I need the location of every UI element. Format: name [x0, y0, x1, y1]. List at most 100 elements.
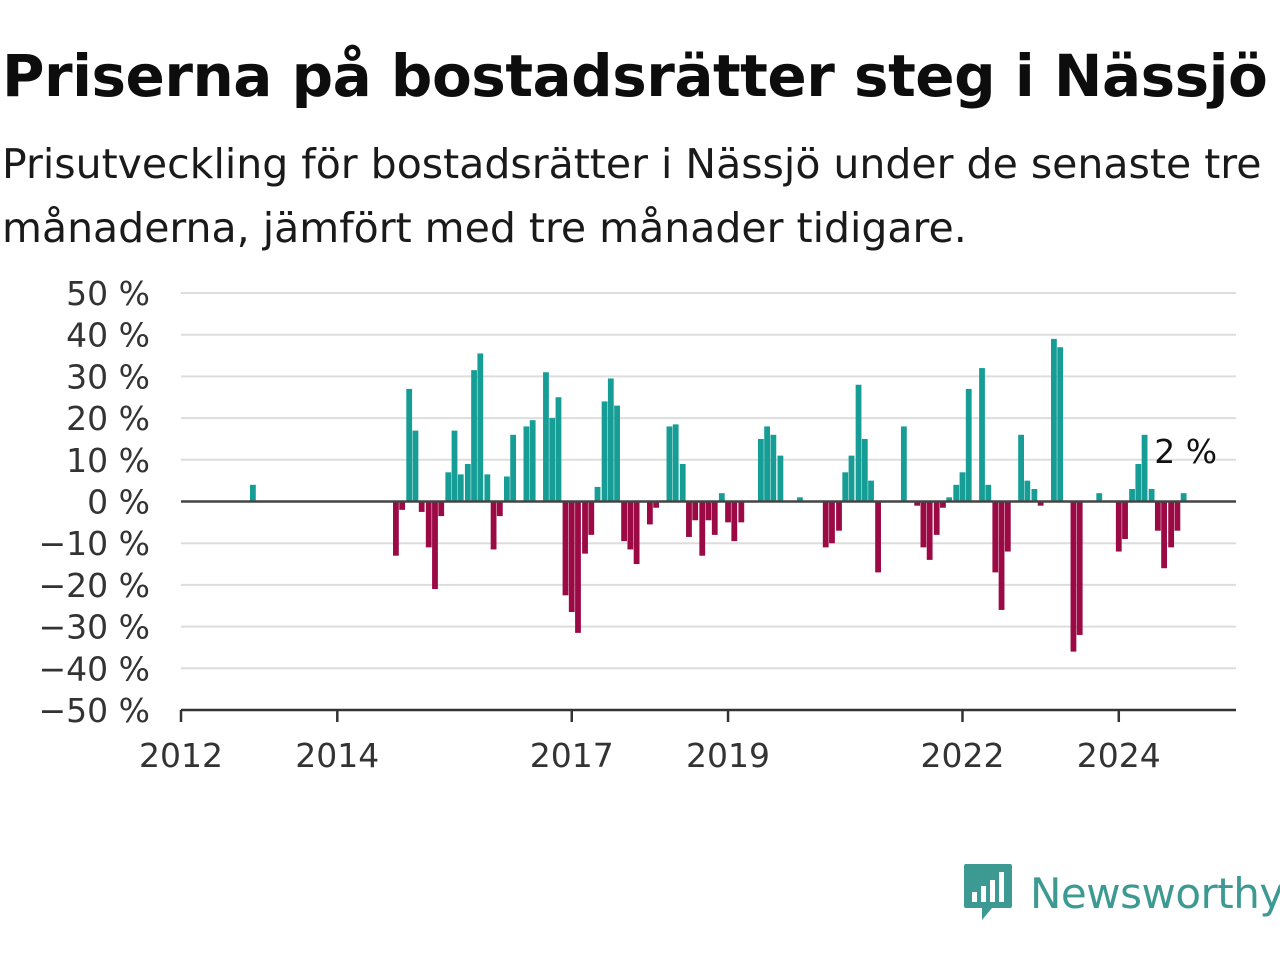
- bar: [848, 455, 855, 502]
- y-tick-label: −50 %: [39, 691, 151, 730]
- bar: [601, 401, 608, 502]
- newsworthy-logo: Newsworthy: [962, 862, 1280, 924]
- y-tick-label: −10 %: [39, 524, 151, 563]
- bar: [627, 501, 634, 550]
- newsworthy-bar-chart-icon: [964, 864, 1012, 920]
- bar: [1168, 501, 1175, 548]
- x-tick-label: 2012: [139, 736, 223, 775]
- bar: [568, 501, 575, 612]
- bar: [1129, 488, 1135, 502]
- bar: [920, 501, 927, 548]
- bar: [575, 501, 581, 633]
- bar: [425, 501, 432, 548]
- y-tick-label: 30 %: [66, 357, 150, 396]
- bar: [926, 501, 933, 560]
- bar: [797, 497, 803, 502]
- bar: [406, 388, 413, 502]
- x-tick-label: 2024: [1077, 736, 1161, 775]
- bar: [621, 501, 627, 542]
- bar: [855, 384, 862, 502]
- bar: [549, 418, 556, 502]
- bar: [1018, 434, 1024, 502]
- bar: [464, 463, 471, 502]
- bar: [496, 501, 503, 517]
- bar: [457, 474, 464, 502]
- bar: [1161, 501, 1167, 569]
- bar: [1141, 434, 1148, 502]
- y-tick-label: 20 %: [66, 399, 150, 438]
- bar: [555, 397, 562, 502]
- bar: [666, 426, 673, 502]
- bar: [965, 388, 972, 502]
- bar: [633, 501, 640, 565]
- bar: [451, 430, 458, 502]
- x-tick-label: 2022: [920, 736, 1004, 775]
- bar: [1076, 501, 1083, 635]
- bar: [503, 476, 510, 502]
- x-tick-label: 2019: [686, 736, 770, 775]
- bar: [842, 472, 849, 502]
- bar: [868, 480, 874, 502]
- bar: [1096, 493, 1103, 502]
- bar: [1154, 501, 1161, 531]
- bar: [953, 484, 960, 502]
- y-axis-tick-labels: 50 %40 %30 %20 %10 %0 %−10 %−20 %−30 %−4…: [39, 274, 151, 730]
- axes: [179, 500, 1236, 722]
- bar: [699, 501, 706, 556]
- bar: [1051, 338, 1057, 502]
- bar: [900, 426, 907, 502]
- bars: [250, 338, 1187, 652]
- bar: [510, 434, 517, 502]
- y-tick-label: 40 %: [66, 316, 150, 355]
- y-tick-label: 10 %: [66, 441, 150, 480]
- bar: [418, 501, 425, 512]
- chart-title: Priserna på bostadsrätter steg i Nässjö: [2, 42, 1268, 110]
- bar: [607, 378, 614, 502]
- bar: [1004, 501, 1011, 552]
- bar: [1180, 493, 1187, 502]
- bar: [764, 426, 771, 502]
- bar: [679, 463, 686, 502]
- last-value-label: 2 %: [1154, 432, 1217, 471]
- bar: [1148, 488, 1155, 502]
- bar: [672, 424, 679, 502]
- bar: [757, 438, 764, 502]
- bar: [959, 472, 966, 502]
- bar: [477, 353, 484, 502]
- y-tick-label: −30 %: [39, 608, 151, 647]
- bar: [471, 370, 477, 502]
- logo-text: Newsworthy: [1030, 868, 1280, 918]
- bar: [731, 501, 738, 542]
- bar: [393, 501, 399, 556]
- y-tick-label: −40 %: [39, 649, 151, 688]
- bar: [933, 501, 940, 535]
- bar: [686, 501, 692, 537]
- x-tick-label: 2017: [530, 736, 614, 775]
- bar: [836, 501, 842, 531]
- bar: [484, 474, 491, 502]
- bar: [1070, 501, 1077, 652]
- bar: [822, 501, 829, 548]
- y-tick-label: −20 %: [39, 566, 151, 605]
- bar: [718, 493, 725, 502]
- bar: [914, 501, 921, 506]
- x-tick-label: 2014: [295, 736, 379, 775]
- bar: [1174, 501, 1181, 531]
- bar: [875, 501, 881, 573]
- bar: [738, 501, 745, 523]
- bar: [946, 497, 953, 502]
- bar: [1122, 501, 1128, 540]
- y-tick-label: 0 %: [87, 483, 150, 522]
- bar: [646, 501, 653, 525]
- bar: [445, 472, 452, 502]
- chart-subtitle: Prisutveckling för bostadsrätter i Nässj…: [2, 140, 1262, 252]
- bar: [594, 486, 601, 502]
- bar: [1057, 347, 1064, 502]
- bar: [1135, 463, 1142, 502]
- bar: [992, 501, 999, 573]
- bar: [614, 405, 620, 502]
- bar: [1037, 501, 1044, 506]
- bar: [940, 501, 946, 508]
- bar: [490, 501, 497, 550]
- bar: [588, 501, 595, 535]
